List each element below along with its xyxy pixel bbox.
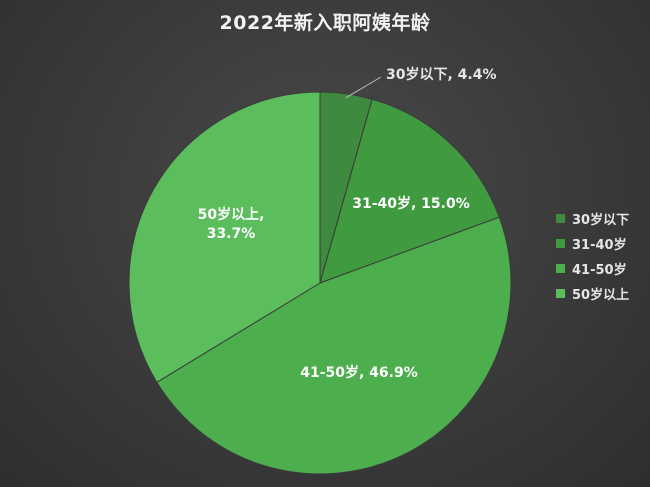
legend-label: 31-40岁 bbox=[572, 238, 627, 253]
chart-title: 2022年新入职阿姨年龄 bbox=[219, 12, 431, 34]
pie-slice bbox=[156, 216, 512, 475]
legend-swatch bbox=[556, 239, 565, 248]
legend-swatch bbox=[556, 264, 565, 273]
legend-label: 50岁以上 bbox=[572, 288, 630, 303]
legend-label: 41-50岁 bbox=[572, 263, 627, 278]
pie-slice bbox=[128, 91, 321, 383]
chart-legend: 30岁以下 31-40岁 41-50岁 50岁以上 bbox=[556, 206, 629, 306]
pie-slice bbox=[319, 98, 500, 284]
data-label: 50岁以上, 33.7% bbox=[198, 206, 265, 242]
data-label: 30岁以下, 4.4% bbox=[386, 66, 497, 83]
legend-item: 31-40岁 bbox=[556, 231, 629, 256]
legend-item: 30岁以下 bbox=[556, 206, 629, 231]
leader-line bbox=[345, 76, 382, 99]
data-label: 31-40岁, 15.0% bbox=[352, 195, 470, 212]
legend-item: 41-50岁 bbox=[556, 256, 629, 281]
legend-item: 50岁以上 bbox=[556, 281, 629, 306]
data-label: 41-50岁, 46.9% bbox=[300, 364, 418, 381]
legend-swatch bbox=[556, 289, 565, 298]
legend-swatch bbox=[556, 214, 565, 223]
legend-label: 30岁以下 bbox=[572, 213, 630, 228]
